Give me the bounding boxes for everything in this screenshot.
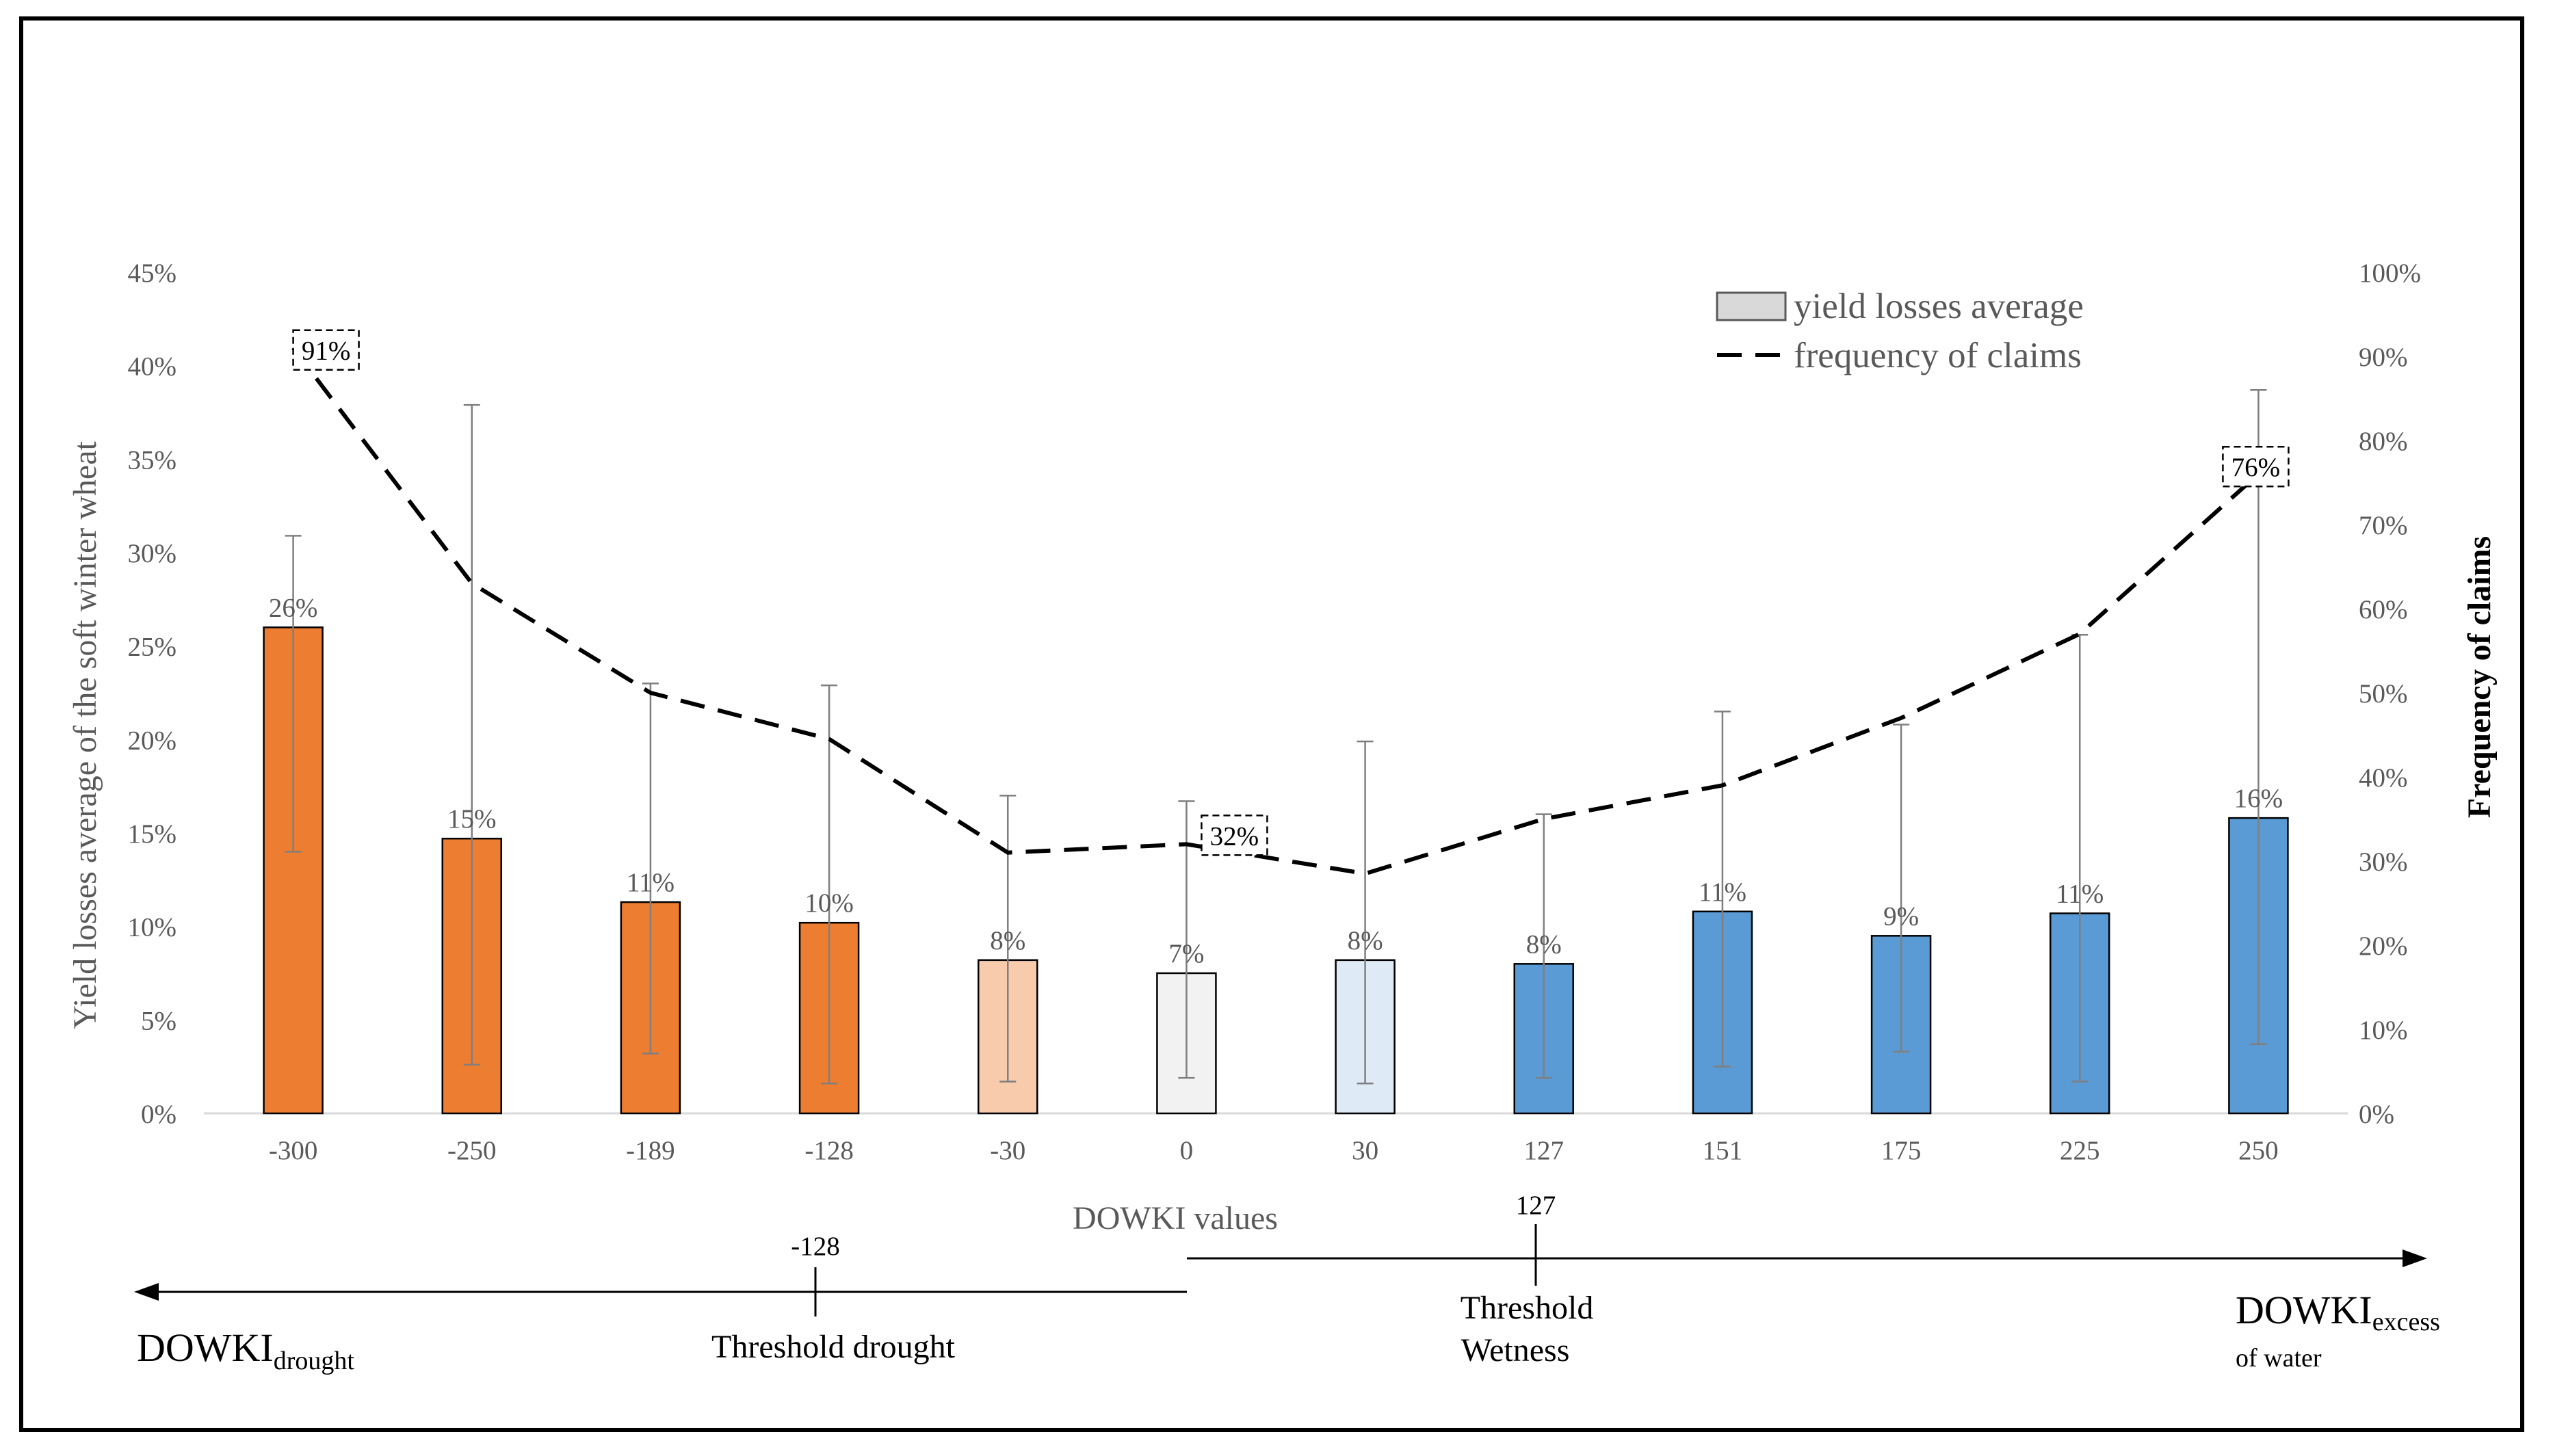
threshold-wetness-value: 127 — [1516, 1191, 1556, 1220]
y2-tick-label: 100% — [2359, 259, 2421, 288]
x-tick-label: 0 — [1180, 1136, 1194, 1165]
y2-tick-label: 10% — [2359, 1016, 2408, 1045]
bar-data-label: 26% — [269, 593, 318, 622]
bars — [263, 626, 2289, 1115]
right-axis-ticks: 0% 10% 20% 30% 40% 50% 60% 70% 80% 90% 100% — [2359, 259, 2421, 1129]
drought-arrow — [134, 1283, 1187, 1301]
bar-data-labels: 26% 15% 11% 10% 8% 7% 8% 8% 11% 9% 11% 16% — [269, 593, 2283, 968]
x-axis-title: DOWKI values — [1073, 1200, 1278, 1236]
bar-data-label: 8% — [990, 926, 1025, 955]
x-tick-label: 127 — [1524, 1136, 1564, 1165]
y2-tick-label: 0% — [2359, 1100, 2394, 1129]
y2-tick-label: 30% — [2359, 847, 2408, 877]
wetness-arrow — [1187, 1249, 2427, 1267]
y-tick-label: 5% — [141, 1006, 176, 1035]
frequency-labels: 91% 32% 76% — [292, 329, 2290, 856]
x-tick-label: 225 — [2060, 1136, 2100, 1165]
x-tick-label: 151 — [1703, 1136, 1743, 1165]
legend-bar-label: yield losses average — [1794, 287, 2084, 326]
dowki-drought-label: DOWKIdrought — [137, 1325, 354, 1375]
bar-data-label: 8% — [1526, 929, 1562, 959]
y2-tick-label: 70% — [2359, 511, 2408, 540]
legend-bar-swatch — [1716, 291, 1787, 321]
error-bars — [285, 388, 2267, 1085]
dowki-drought-sub: drought — [274, 1347, 355, 1375]
y-tick-label: 45% — [128, 259, 177, 288]
dowki-drought-main: DOWKI — [137, 1325, 274, 1370]
legend-line-label: frequency of claims — [1794, 336, 2082, 375]
y-tick-label: 35% — [128, 445, 177, 475]
frequency-label: 91% — [302, 336, 351, 366]
y-tick-label: 40% — [128, 352, 177, 382]
y2-tick-label: 90% — [2359, 343, 2408, 372]
y-tick-label: 25% — [128, 633, 177, 662]
x-tick-label: -128 — [804, 1136, 854, 1165]
frequency-line — [291, 346, 2260, 876]
dowki-excess-main: DOWKI — [2236, 1288, 2372, 1332]
threshold-wetness-label-2: Wetness — [1461, 1332, 1570, 1368]
y2-tick-label: 40% — [2359, 763, 2408, 793]
bar-data-label: 16% — [2234, 784, 2283, 813]
y2-tick-label: 80% — [2359, 427, 2408, 456]
bar-data-label: 7% — [1168, 939, 1204, 968]
frequency-label-box — [292, 329, 360, 371]
bar-data-label: 15% — [447, 804, 497, 834]
x-tick-label: -189 — [626, 1136, 675, 1165]
y-axis-title: Yield losses average of the soft winter … — [67, 440, 103, 1029]
y2-axis-title: Frequency of claims — [2461, 536, 2498, 818]
x-tick-label: 250 — [2238, 1136, 2279, 1165]
threshold-wetness-label-1: Threshold — [1461, 1290, 1594, 1326]
bar-data-label: 8% — [1348, 926, 1383, 955]
bar-data-label: 10% — [804, 888, 854, 918]
threshold-drought-label: Threshold drought — [711, 1329, 956, 1365]
y-tick-label: 30% — [128, 539, 177, 568]
y2-tick-label: 60% — [2359, 595, 2408, 624]
threshold-drought-value: -128 — [791, 1232, 840, 1261]
y-tick-label: 10% — [128, 913, 177, 942]
y2-tick-label: 20% — [2359, 931, 2408, 961]
y-tick-label: 15% — [128, 819, 177, 849]
bar-data-label: 11% — [627, 868, 675, 897]
frequency-label: 76% — [2231, 453, 2281, 482]
y2-tick-label: 50% — [2359, 679, 2408, 709]
y-tick-label: 20% — [128, 726, 177, 755]
x-tick-label: -30 — [990, 1136, 1025, 1165]
legend: yield losses average frequency of claims — [1716, 287, 2084, 375]
x-tick-label: -300 — [269, 1136, 318, 1165]
dowki-excess-label: DOWKIexcess — [2236, 1288, 2440, 1336]
left-axis-ticks: 0% 5% 10% 15% 20% 25% 30% 35% 40% 45% — [128, 259, 177, 1129]
frequency-label-box — [2222, 445, 2290, 488]
x-tick-label: 30 — [1352, 1136, 1378, 1165]
dowki-excess-sub-2: of water — [2236, 1344, 2322, 1373]
bar-data-label: 9% — [1883, 901, 1919, 931]
x-axis-ticks: -300 -250 -189 -128 -30 0 30 127 151 175 225 250 — [269, 1136, 2279, 1165]
x-tick-label: -250 — [447, 1136, 497, 1165]
frequency-label: 32% — [1210, 821, 1259, 851]
frequency-label-box — [1201, 815, 1268, 856]
figure-frame — [19, 16, 2524, 1432]
dowki-excess-sub: excess — [2372, 1308, 2440, 1336]
y-tick-label: 0% — [141, 1100, 176, 1129]
bar-data-label: 11% — [2056, 879, 2104, 909]
x-tick-label: 175 — [1881, 1136, 1922, 1165]
bar-data-label: 11% — [1699, 877, 1746, 907]
